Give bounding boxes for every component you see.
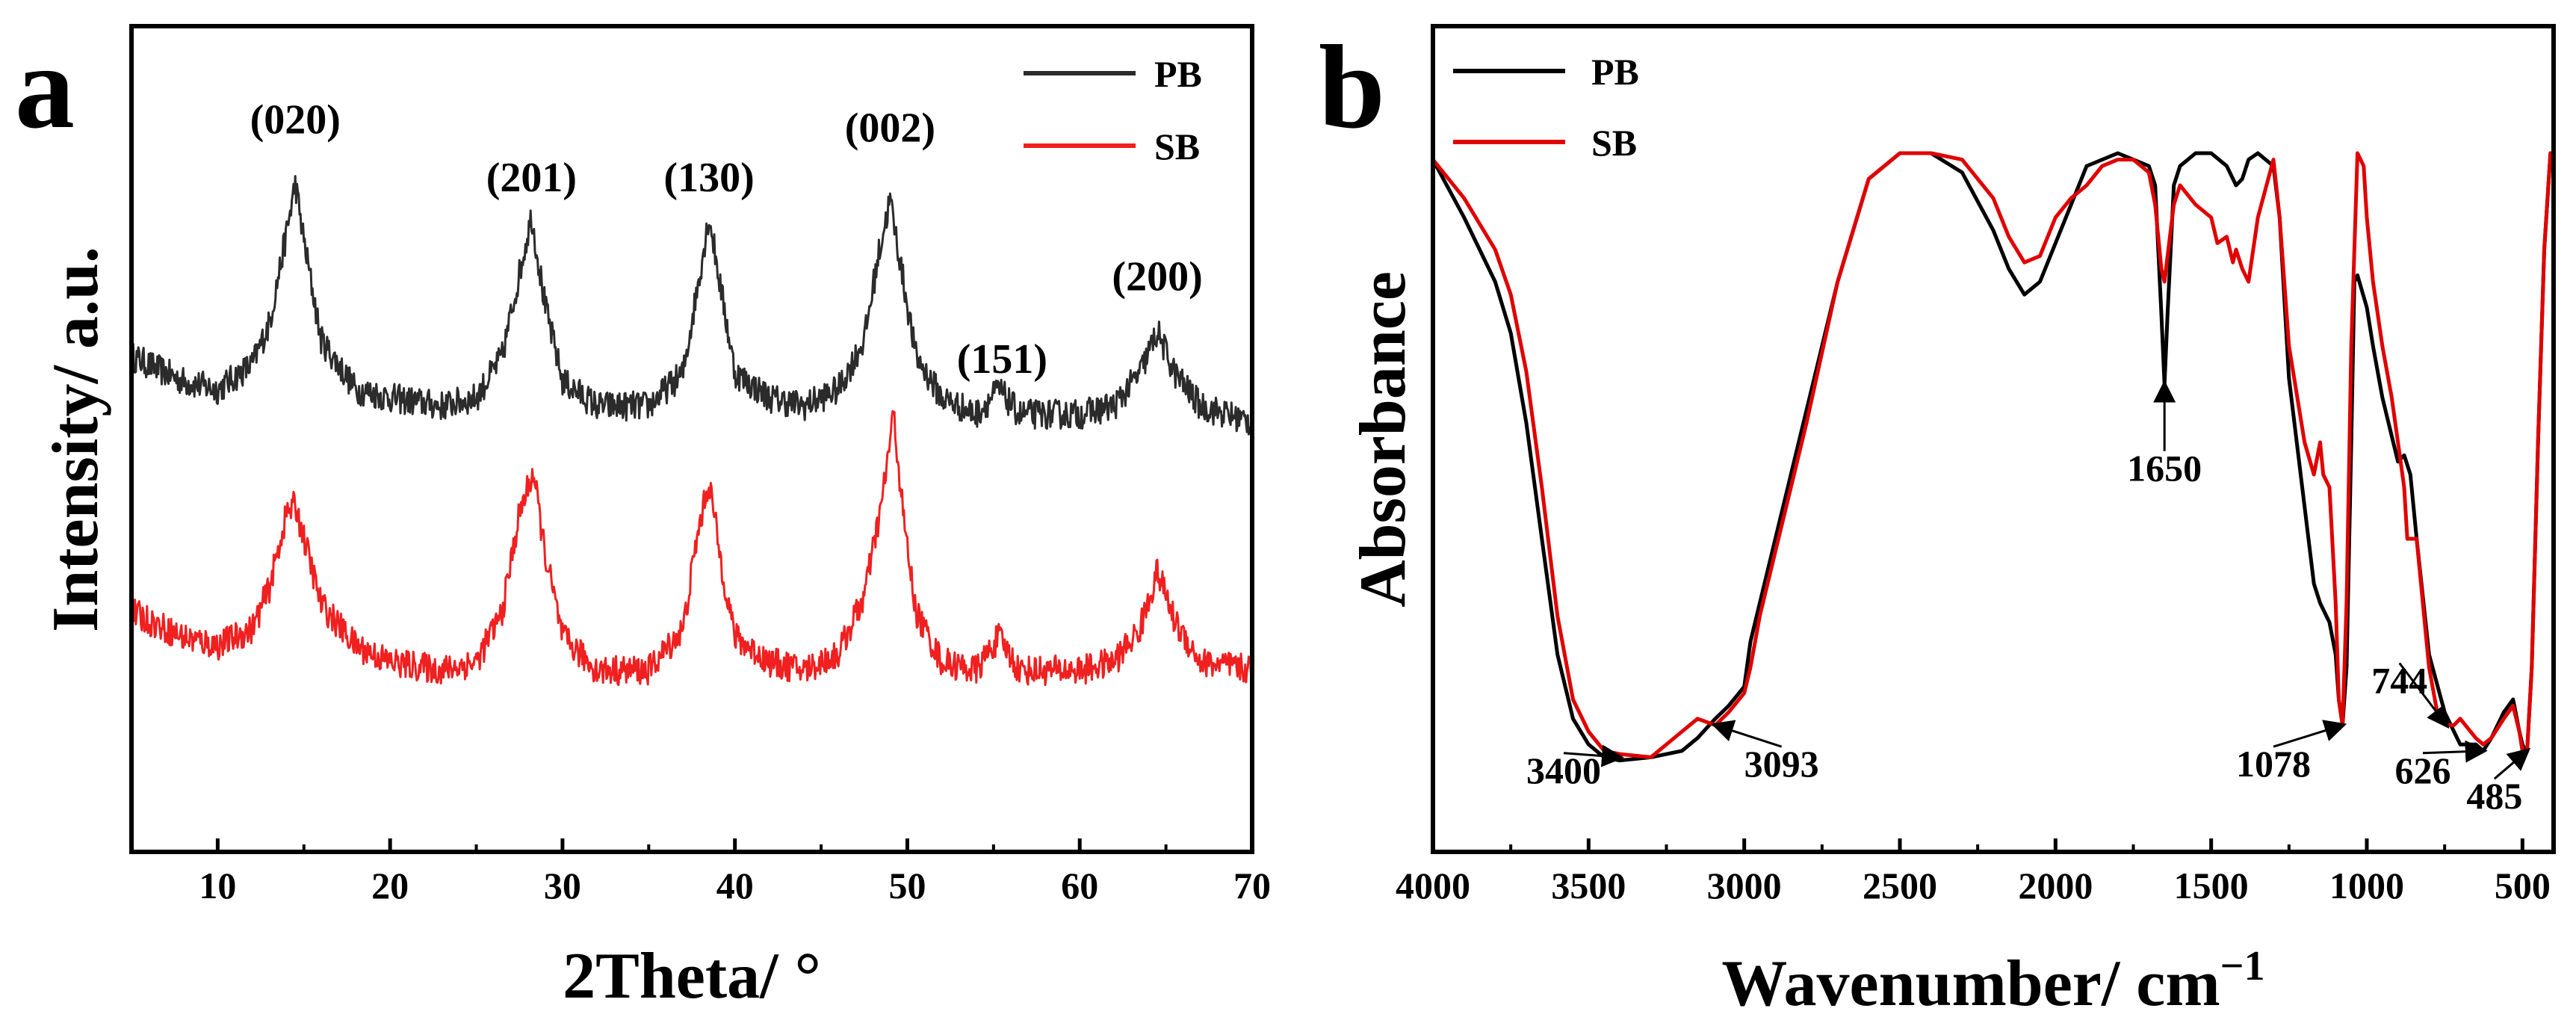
annotation-label: 3400	[1526, 750, 1601, 791]
peak-label: (020)	[250, 97, 341, 143]
panel-a-x-axis-title: 2Theta/ °	[563, 940, 821, 1013]
panel-b-frame	[1431, 24, 2556, 854]
peak-label: (200)	[1112, 254, 1202, 300]
panel-b-x-axis-title: Wavenumber/ cm−1	[1721, 943, 2264, 1020]
annotation-label: 1650	[2127, 448, 2202, 489]
legend-pb-label: PB	[1591, 51, 1639, 93]
x-tick-label: 60	[1061, 865, 1098, 906]
legend-pb-label: PB	[1154, 53, 1202, 95]
panel-a-y-axis-title: Intensity/ a.u.	[40, 247, 112, 632]
annotation-arrow	[2398, 662, 2450, 729]
x-tick-label: 20	[371, 865, 409, 906]
x-tick-label: 4000	[1396, 865, 1470, 906]
x-tick-label: 500	[2495, 865, 2551, 906]
x-tick-label: 1000	[2329, 865, 2404, 906]
legend-sb-label: SB	[1154, 126, 1200, 167]
panel-b-legend: PB SB	[1453, 51, 1639, 164]
x-tick-label: 40	[716, 865, 754, 906]
panel-a-series	[130, 175, 1254, 687]
panel-b-y-axis-title: Absorbance	[1347, 271, 1419, 608]
panel-b-letter: b	[1319, 20, 1385, 153]
x-tick-label: 50	[888, 865, 926, 906]
panel-b-annotations: 3400 3093 1650 1078 744 626 485	[1526, 380, 2531, 817]
annotation-label: 3093	[1744, 743, 1819, 785]
annotation-label: 744	[2371, 659, 2427, 701]
x-tick-label: 2500	[1863, 865, 1937, 906]
peak-label: (201)	[486, 155, 577, 201]
x-tick-label: 30	[544, 865, 581, 906]
panel-b: b 4000 3500 3000 2500 2000 1500 1000 500 3400 30…	[1319, 20, 2556, 1020]
annotation-arrow	[2273, 720, 2347, 748]
x-tick-label: 10	[199, 865, 236, 906]
annotation-label: 626	[2395, 750, 2451, 791]
series-pb-line	[130, 175, 1254, 436]
x-tick-label: 3000	[1707, 865, 1782, 906]
annotation-arrow	[2422, 740, 2488, 763]
series-pb-line	[1431, 151, 2554, 763]
peak-label: (002)	[845, 105, 935, 152]
panel-a-peak-labels: (020) (201) (130) (002) (151) (200)	[250, 97, 1203, 383]
annotation-arrow	[1563, 744, 1624, 767]
x-tick-label: 1500	[2174, 865, 2249, 906]
panel-a-frame	[129, 24, 1254, 854]
peak-label: (151)	[957, 336, 1047, 383]
panel-b-x-ticks: 4000 3500 3000 2500 2000 1500 1000 500	[1396, 838, 2551, 906]
annotation-arrow	[1711, 720, 1783, 748]
peak-label: (130)	[663, 155, 754, 201]
legend-sb-label: SB	[1591, 122, 1637, 164]
panel-a-x-ticks: 10 20 30 40 50 60 70	[199, 838, 1271, 906]
x-tick-label: 2000	[2018, 865, 2093, 906]
panel-a-letter: a	[15, 20, 75, 153]
annotation-arrow	[2493, 747, 2531, 780]
annotation-label: 485	[2466, 775, 2522, 817]
x-tick-label: 70	[1233, 865, 1271, 906]
x-tick-label: 3500	[1551, 865, 1626, 906]
series-sb-line	[130, 410, 1254, 687]
panel-a-legend: PB SB	[1024, 53, 1202, 167]
panel-a: a 10 20 30 40 50 60 70 (020) (201) (130) (002) (15…	[15, 20, 1271, 1013]
annotation-label: 1078	[2236, 743, 2311, 785]
